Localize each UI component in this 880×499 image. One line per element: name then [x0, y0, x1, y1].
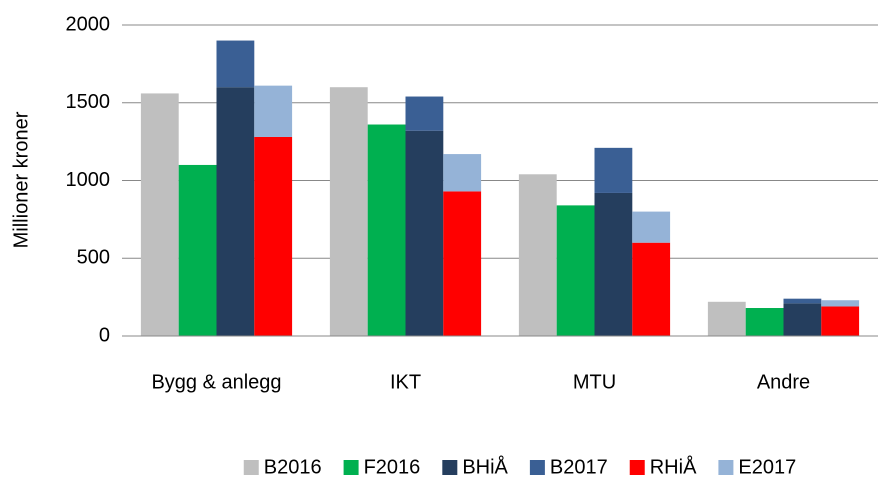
legend-label: F2016: [364, 456, 421, 478]
legend-label: B2016: [264, 456, 322, 478]
bar: [821, 306, 860, 336]
bar: [745, 308, 784, 336]
x-tick-label: IKT: [390, 371, 421, 393]
bar: [632, 211, 671, 243]
legend-label: BHiÅ: [462, 455, 508, 478]
y-tick-label: 0: [99, 324, 110, 346]
legend-label: RHiÅ: [650, 455, 697, 478]
y-tick-label: 1500: [66, 91, 111, 113]
bar: [216, 87, 255, 336]
bar: [140, 93, 179, 336]
y-tick-label: 500: [77, 247, 110, 269]
bar: [216, 40, 255, 88]
bar: [405, 130, 444, 336]
legend-label: B2017: [550, 456, 608, 478]
bar: [254, 136, 293, 336]
bar: [556, 205, 595, 336]
bar: [443, 154, 482, 192]
bar: [178, 164, 217, 336]
y-tick-label: 2000: [66, 13, 111, 35]
legend-swatch: [529, 460, 545, 475]
y-tick-label: 1000: [66, 169, 111, 191]
bar: [632, 242, 671, 336]
legend-swatch: [343, 460, 359, 475]
x-tick-label: Bygg & anlegg: [151, 371, 281, 393]
bar: [367, 124, 406, 337]
legend-swatch: [629, 460, 645, 475]
bar: [329, 87, 368, 336]
x-tick-label: Andre: [757, 371, 810, 393]
bar: [443, 191, 482, 336]
bar: [518, 174, 557, 336]
bar: [594, 147, 633, 193]
bar: [783, 303, 822, 336]
y-axis-label: Millioner kroner: [10, 111, 32, 248]
bar: [783, 298, 822, 304]
x-tick-label: MTU: [573, 371, 616, 393]
legend-swatch: [442, 460, 458, 475]
legend-label: E2017: [738, 456, 796, 478]
legend-swatch: [243, 460, 259, 475]
legend-swatch: [718, 460, 734, 475]
bar: [405, 96, 444, 131]
bar: [254, 85, 293, 137]
bar: [821, 300, 860, 307]
bar: [707, 301, 746, 336]
bar: [594, 192, 633, 336]
